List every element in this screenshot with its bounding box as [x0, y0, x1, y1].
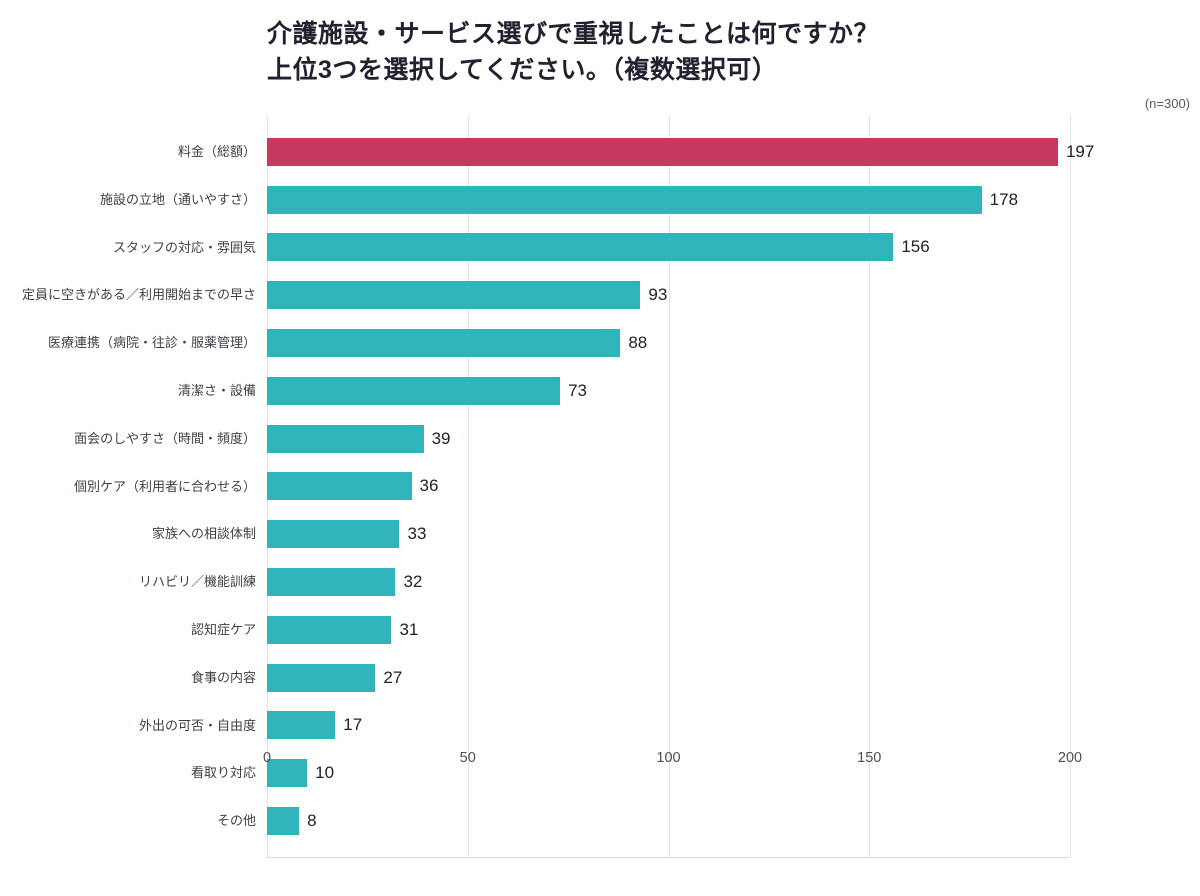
bar-chart: 料金（総額） 197 施設の立地（通いやすさ） 178 スタッフの対応・雰囲気 156 定員… — [0, 116, 1200, 858]
bar — [267, 663, 376, 692]
gridline — [467, 116, 469, 857]
value-label: 17 — [343, 715, 363, 735]
bar-row: 面会のしやすさ（時間・頻度） 39 — [0, 415, 1200, 463]
bar-track: 27 — [267, 663, 1070, 692]
bar-row: 家族への相談体制 33 — [0, 510, 1200, 558]
value-label: 36 — [419, 476, 439, 496]
sample-size-note: (n=300) — [1144, 96, 1190, 111]
bar-row: 施設の立地（通いやすさ） 178 — [0, 176, 1200, 224]
bar — [267, 329, 621, 358]
category-label: 看取り対応 — [190, 765, 256, 781]
x-tick-label: 100 — [656, 750, 681, 766]
bar-rows: 料金（総額） 197 施設の立地（通いやすさ） 178 スタッフの対応・雰囲気 156 定員… — [0, 116, 1200, 857]
bar — [267, 615, 392, 644]
category-label: 食事の内容 — [190, 669, 256, 685]
bar-track: 73 — [267, 376, 1070, 405]
value-label: 8 — [307, 811, 317, 831]
x-tick-label: 150 — [857, 750, 882, 766]
value-label: 197 — [1065, 141, 1095, 161]
bar-row: 料金（総額） 197 — [0, 128, 1200, 176]
bar-row: 清潔さ・設備 73 — [0, 367, 1200, 415]
category-label: リハビリ／機能訓練 — [138, 574, 256, 590]
bar-track: 178 — [267, 185, 1070, 214]
bar-track: 39 — [267, 424, 1070, 453]
chart-title: 介護施設・サービス選びで重視したことは何ですか？ 上位3つを選択してください。（… — [0, 0, 1200, 88]
bar-track: 17 — [267, 711, 1070, 740]
bar — [267, 807, 300, 836]
bar-track: 93 — [267, 281, 1070, 310]
bar-row: 医療連携（病院・往診・服薬管理） 88 — [0, 319, 1200, 367]
value-label: 39 — [431, 428, 451, 448]
bar-track: 32 — [267, 568, 1070, 597]
x-tick-label: 0 — [262, 750, 272, 766]
category-label: 家族への相談体制 — [151, 526, 256, 542]
bar-track: 10 — [267, 759, 1070, 788]
gridline — [1070, 116, 1071, 857]
bar-track: 31 — [267, 615, 1070, 644]
bar — [267, 711, 336, 740]
category-label: 個別ケア（利用者に合わせる） — [73, 478, 256, 494]
value-label: 73 — [568, 380, 588, 400]
bar-row: スタッフの対応・雰囲気 156 — [0, 224, 1200, 272]
category-label: 料金（総額） — [177, 144, 256, 160]
bar — [267, 376, 561, 405]
bar-track: 33 — [267, 520, 1070, 549]
gridline — [869, 116, 871, 857]
bar — [267, 185, 982, 214]
chart-title-line1: 介護施設・サービス選びで重視したことは何ですか？ — [267, 20, 880, 48]
bar-track: 88 — [267, 329, 1070, 358]
bar — [267, 233, 894, 262]
bar — [267, 759, 308, 788]
bar-row: 個別ケア（利用者に合わせる） 36 — [0, 463, 1200, 511]
gridline — [668, 116, 670, 857]
value-label: 33 — [407, 524, 427, 544]
category-label: 清潔さ・設備 — [177, 383, 256, 399]
bar-track: 8 — [267, 807, 1070, 836]
bar-track: 156 — [267, 233, 1070, 262]
bar — [267, 424, 424, 453]
category-label: 定員に空きがある／利用開始までの早さ — [21, 287, 256, 303]
chart-title-line2: 上位3つを選択してください。（複数選択可） — [267, 56, 778, 84]
bar-highlighted — [267, 137, 1058, 166]
value-label: 93 — [648, 285, 668, 305]
category-label: 認知症ケア — [190, 622, 256, 638]
value-label: 178 — [989, 189, 1019, 209]
category-label: 外出の可否・自由度 — [138, 717, 256, 733]
category-label: スタッフの対応・雰囲気 — [112, 239, 256, 255]
category-label: 医療連携（病院・往診・服薬管理） — [47, 335, 256, 351]
value-label: 31 — [399, 619, 419, 639]
x-tick-label: 200 — [1057, 750, 1083, 766]
category-label: 施設の立地（通いやすさ） — [99, 191, 256, 207]
bar — [267, 568, 396, 597]
bar — [267, 281, 641, 310]
bar — [267, 520, 400, 549]
bar-row: 食事の内容 27 — [0, 654, 1200, 702]
bar — [267, 472, 412, 501]
bar-row: その他 8 — [0, 797, 1200, 845]
bar-row: 認知症ケア 31 — [0, 606, 1200, 654]
value-label: 32 — [403, 572, 423, 592]
bar-row: 外出の可否・自由度 17 — [0, 702, 1200, 750]
category-label: その他 — [216, 813, 256, 829]
bar-track: 36 — [267, 472, 1070, 501]
bar-row: 看取り対応 10 — [0, 749, 1200, 797]
category-label: 面会のしやすさ（時間・頻度） — [74, 430, 256, 446]
value-label: 88 — [628, 333, 648, 353]
value-label: 27 — [383, 667, 403, 687]
x-tick-label: 50 — [459, 750, 476, 766]
bar-row: リハビリ／機能訓練 32 — [0, 558, 1200, 606]
value-label: 10 — [315, 763, 335, 783]
x-axis: 0 50 100 150 200 — [263, 750, 1082, 774]
value-label: 156 — [901, 237, 930, 257]
bar-row: 定員に空きがある／利用開始までの早さ 93 — [0, 271, 1200, 319]
bar-track: 197 — [267, 137, 1094, 166]
